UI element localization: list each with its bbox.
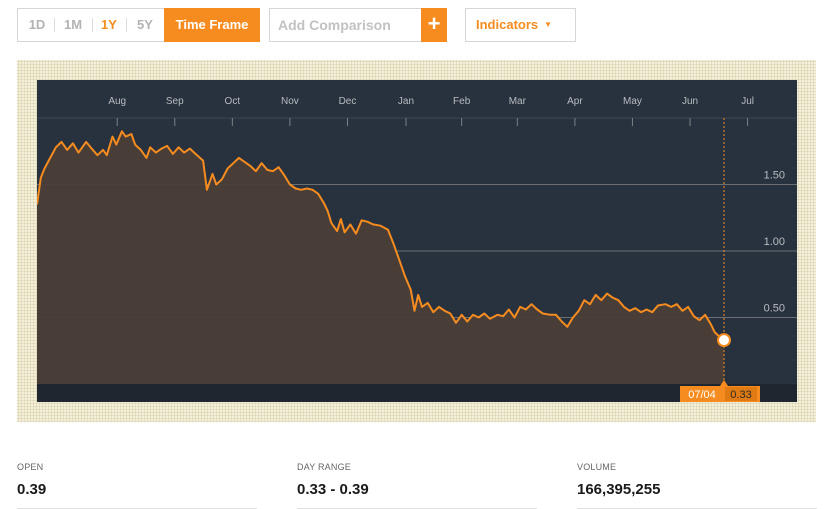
x-tick-label: Jan: [398, 96, 414, 107]
timeframe-1d-button[interactable]: 1D: [28, 17, 46, 32]
x-tick-label: Nov: [281, 96, 299, 107]
x-tick-label: May: [623, 96, 642, 107]
stat-label: VOLUME: [577, 462, 617, 472]
stats-bar: OPEN 0.39 DAY RANGE 0.33 - 0.39 VOLUME 1…: [17, 462, 817, 509]
stat-label: DAY RANGE: [297, 462, 351, 472]
tag-pointer: [720, 380, 728, 386]
marker-value-label: 0.33: [730, 389, 751, 401]
timeframe-5y-button[interactable]: 5Y: [137, 17, 153, 32]
timeframe-1y-button[interactable]: 1Y: [101, 17, 117, 32]
timeframe-selector: 1D 1M 1Y 5Y Time Frame: [17, 8, 260, 42]
stat-volume: VOLUME 166,395,255: [577, 462, 817, 509]
separator: [126, 18, 127, 32]
marker-date-label: 07/04: [688, 389, 716, 401]
x-tick-label: Feb: [453, 96, 471, 107]
x-tick-label: Jul: [741, 96, 754, 107]
stat-day-range: DAY RANGE 0.33 - 0.39: [297, 462, 537, 509]
x-tick-label: Apr: [567, 96, 583, 107]
stat-value: 0.33 - 0.39: [297, 481, 369, 498]
indicators-dropdown[interactable]: Indicators ▼: [465, 8, 576, 42]
y-tick-label: 1.50: [764, 170, 785, 182]
stat-value: 166,395,255: [577, 481, 661, 498]
chart-frame: Aug Sep Oct Nov Dec Jan Feb Mar Apr May Jun Jul 1.50…: [17, 60, 816, 422]
x-tick-label: Mar: [509, 96, 527, 107]
x-tick-label: Sep: [166, 96, 184, 107]
caret-down-icon: ▼: [544, 20, 553, 29]
stat-open: OPEN 0.39: [17, 462, 257, 509]
last-price-marker: [717, 333, 731, 348]
y-tick-label: 1.00: [764, 236, 785, 248]
separator: [92, 18, 93, 32]
stat-value: 0.39: [17, 481, 47, 498]
y-tick-label: 0.50: [764, 303, 785, 315]
x-tick-label: Aug: [108, 96, 126, 107]
x-tick-label: Oct: [225, 96, 241, 107]
indicators-label: Indicators: [476, 17, 539, 32]
add-comparison-input[interactable]: [270, 9, 420, 41]
comparison-box: +: [269, 8, 447, 42]
marker-value-box: [725, 387, 757, 401]
price-area: [37, 131, 724, 384]
stat-label: OPEN: [17, 462, 44, 472]
time-frame-button[interactable]: Time Frame: [164, 8, 260, 42]
x-axis-band: [37, 384, 797, 402]
add-comparison-button[interactable]: +: [421, 8, 447, 42]
price-chart: Aug Sep Oct Nov Dec Jan Feb Mar Apr May Jun Jul 1.50…: [37, 80, 797, 402]
separator: [54, 18, 55, 32]
x-tick-label: Jun: [682, 96, 698, 107]
x-tick-label: Dec: [339, 96, 357, 107]
timeframe-1m-button[interactable]: 1M: [63, 17, 83, 32]
price-line: [37, 130, 725, 341]
